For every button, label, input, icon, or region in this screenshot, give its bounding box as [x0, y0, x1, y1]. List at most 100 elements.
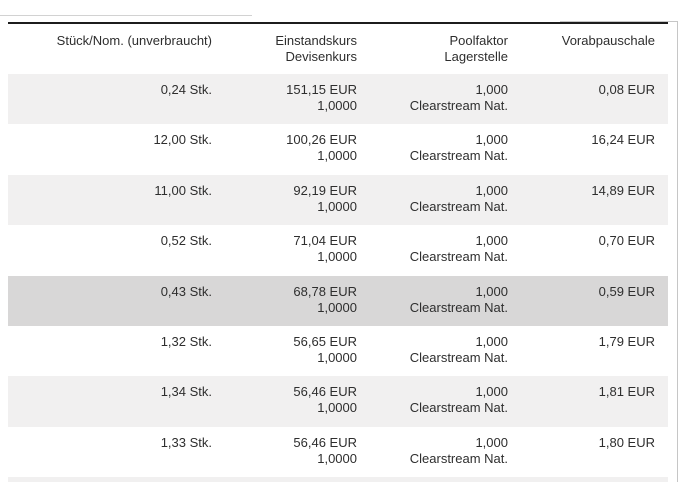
cell-einstandskurs-devisenkurs: 92,19 EUR 1,0000 — [212, 174, 357, 226]
cell-einstandskurs-devisenkurs: 71,04 EUR 1,0000 — [212, 225, 357, 276]
cell-stueck-nom: 12,00 Stk. — [8, 124, 212, 175]
position-row[interactable]: 0,52 Stk. 71,04 EUR 1,0000 1,000 Clearst… — [8, 225, 668, 276]
cell-einstandskurs-devisenkurs: 151,15 EUR 1,0000 — [212, 74, 357, 125]
poolfaktor-value: 1,000 — [475, 132, 508, 148]
devisenkurs-value: 1,0000 — [317, 400, 357, 416]
poolfaktor-value: 1,000 — [475, 182, 508, 198]
cell-vorabpauschale: 14,89 EUR — [508, 174, 668, 226]
cell-einstandskurs-devisenkurs: 100,26 EUR 1,0000 — [212, 124, 357, 175]
cell-poolfaktor-lagerstelle: 1,000 Clearstream Nat. — [357, 376, 508, 427]
poolfaktor-value: 1,000 — [475, 384, 508, 400]
cell-stueck-nom: 0,24 Stk. — [8, 74, 212, 125]
position-row[interactable]: 1,33 Stk. 56,46 EUR 1,0000 1,000 Clearst… — [8, 426, 668, 478]
einstandskurs-value: 151,15 EUR — [286, 82, 357, 97]
position-row[interactable]: 0,24 Stk. 151,15 EUR 1,0000 1,000 Clears… — [8, 74, 668, 125]
lagerstelle-value: Clearstream Nat. — [409, 148, 508, 164]
poolfaktor-value: 1,000 — [475, 82, 508, 97]
cell-stueck-nom: 1,33 Stk. — [8, 426, 212, 478]
poolfaktor-value: 1,000 — [475, 233, 508, 249]
cell-vorabpauschale: 1,79 EUR — [508, 325, 668, 377]
cell-einstandskurs-devisenkurs: 56,46 EUR 1,0000 — [212, 426, 357, 478]
cell-poolfaktor-lagerstelle: 1,000 Clearstream Nat. — [357, 124, 508, 175]
cell-stueck-nom: 0,52 Stk. — [8, 225, 212, 276]
vorabpauschale-value: 0,70 EUR — [598, 233, 655, 249]
position-row[interactable]: 1,32 Stk. 56,65 EUR 1,0000 1,000 Clearst… — [8, 325, 668, 377]
vorabpauschale-value: 1,80 EUR — [598, 434, 655, 450]
position-row[interactable] — [8, 477, 668, 482]
lagerstelle-value: Clearstream Nat. — [409, 450, 508, 466]
cell-poolfaktor-lagerstelle: 1,000 Clearstream Nat. — [357, 275, 508, 326]
cell-einstandskurs-devisenkurs — [212, 477, 357, 482]
lagerstelle-value: Clearstream Nat. — [409, 400, 508, 416]
column-header-einstandskurs-devisenkurs: Einstandskurs Devisenkurs — [212, 23, 357, 74]
einstandskurs-value: 68,78 EUR — [293, 283, 357, 299]
stueck-value: 1,34 Stk. — [160, 384, 212, 400]
cell-stueck-nom: 1,34 Stk. — [8, 376, 212, 427]
position-row[interactable]: 1,34 Stk. 56,46 EUR 1,0000 1,000 Clearst… — [8, 376, 668, 427]
holdings-table: Stück/Nom. (unverbraucht) Einstandskurs … — [8, 22, 668, 482]
lagerstelle-value: Clearstream Nat. — [409, 198, 508, 214]
column-header-label: Poolfaktor — [449, 33, 508, 48]
cell-poolfaktor-lagerstelle: 1,000 Clearstream Nat. — [357, 225, 508, 276]
einstandskurs-value: 56,46 EUR — [293, 384, 357, 400]
stueck-value: 12,00 Stk. — [153, 132, 212, 148]
cell-stueck-nom — [8, 477, 212, 482]
column-header-vorabpauschale: Vorabpauschale — [508, 23, 668, 74]
devisenkurs-value: 1,0000 — [317, 98, 357, 113]
panel-top-border — [560, 21, 678, 22]
column-header-sublabel: Lagerstelle — [444, 49, 508, 64]
devisenkurs-value: 1,0000 — [317, 148, 357, 164]
poolfaktor-value: 1,000 — [475, 333, 508, 349]
column-header-label: Vorabpauschale — [561, 33, 655, 48]
devisenkurs-value: 1,0000 — [317, 299, 357, 315]
einstandskurs-value: 92,19 EUR — [293, 182, 357, 198]
vorabpauschale-value: 16,24 EUR — [591, 132, 655, 148]
cell-poolfaktor-lagerstelle: 1,000 Clearstream Nat. — [357, 426, 508, 478]
devisenkurs-value: 1,0000 — [317, 198, 357, 214]
lagerstelle-value: Clearstream Nat. — [409, 299, 508, 315]
vorabpauschale-value: 0,59 EUR — [598, 283, 655, 299]
einstandskurs-value: 100,26 EUR — [286, 132, 357, 148]
devisenkurs-value: 1,0000 — [317, 450, 357, 466]
column-header-poolfaktor-lagerstelle: Poolfaktor Lagerstelle — [357, 23, 508, 74]
stueck-value: 0,43 Stk. — [160, 283, 212, 299]
cell-vorabpauschale: 0,70 EUR — [508, 225, 668, 276]
position-row[interactable]: 12,00 Stk. 100,26 EUR 1,0000 1,000 Clear… — [8, 124, 668, 175]
cell-vorabpauschale: 0,59 EUR — [508, 275, 668, 326]
vorabpauschale-value: 0,08 EUR — [598, 82, 655, 97]
position-row[interactable]: 0,43 Stk. 68,78 EUR 1,0000 1,000 Clearst… — [8, 275, 668, 326]
poolfaktor-value: 1,000 — [475, 283, 508, 299]
vorabpauschale-value: 1,81 EUR — [598, 384, 655, 400]
cell-einstandskurs-devisenkurs: 68,78 EUR 1,0000 — [212, 275, 357, 326]
cell-vorabpauschale: 1,80 EUR — [508, 426, 668, 478]
lagerstelle-value: Clearstream Nat. — [409, 98, 508, 113]
column-header-label: Stück/Nom. (unverbraucht) — [56, 33, 212, 48]
vorabpauschale-value: 14,89 EUR — [591, 182, 655, 198]
cell-vorabpauschale: 16,24 EUR — [508, 124, 668, 175]
cell-vorabpauschale: 1,81 EUR — [508, 376, 668, 427]
einstandskurs-value: 71,04 EUR — [293, 233, 357, 249]
column-header-sublabel: Devisenkurs — [285, 49, 357, 64]
cell-stueck-nom: 11,00 Stk. — [8, 174, 212, 226]
lagerstelle-value: Clearstream Nat. — [409, 349, 508, 365]
cell-poolfaktor-lagerstelle: 1,000 Clearstream Nat. — [357, 74, 508, 125]
panel-right-border — [677, 21, 678, 482]
einstandskurs-value: 56,46 EUR — [293, 434, 357, 450]
lagerstelle-value: Clearstream Nat. — [409, 249, 508, 265]
devisenkurs-value: 1,0000 — [317, 249, 357, 265]
vorabpauschale-value: 1,79 EUR — [598, 333, 655, 349]
cell-vorabpauschale — [508, 477, 668, 482]
cell-poolfaktor-lagerstelle — [357, 477, 508, 482]
einstandskurs-value: 56,65 EUR — [293, 333, 357, 349]
cell-einstandskurs-devisenkurs: 56,65 EUR 1,0000 — [212, 325, 357, 377]
cell-poolfaktor-lagerstelle: 1,000 Clearstream Nat. — [357, 325, 508, 377]
section-divider-rule — [0, 15, 252, 16]
column-header-stueck-nom: Stück/Nom. (unverbraucht) — [8, 23, 212, 74]
cell-stueck-nom: 1,32 Stk. — [8, 325, 212, 377]
stueck-value: 0,24 Stk. — [160, 82, 212, 97]
stueck-value: 11,00 Stk. — [154, 182, 212, 198]
cell-stueck-nom: 0,43 Stk. — [8, 275, 212, 326]
position-row[interactable]: 11,00 Stk. 92,19 EUR 1,0000 1,000 Clears… — [8, 174, 668, 226]
stueck-value: 1,32 Stk. — [160, 333, 212, 349]
